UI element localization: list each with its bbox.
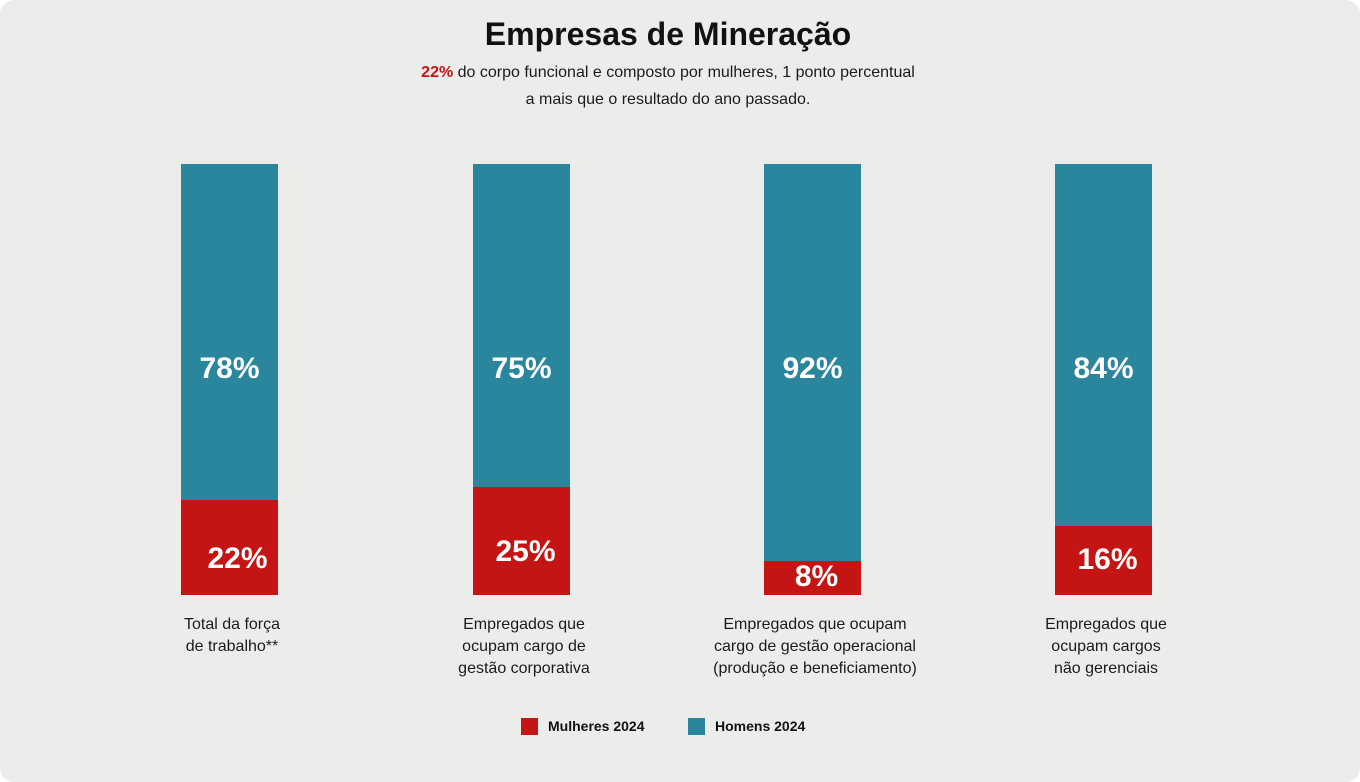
legend-label-mulheres: Mulheres 2024 — [548, 718, 645, 734]
data-label-mulheres: 16% — [1077, 542, 1138, 576]
bar-stack: 84% 16% — [1055, 164, 1152, 595]
bar-segment-homens — [764, 164, 861, 561]
legend-label-homens: Homens 2024 — [715, 718, 806, 734]
data-label-homens: 78% — [199, 352, 260, 385]
data-label-homens: 84% — [1073, 352, 1134, 385]
category-label: Empregados que ocupam cargo de gestão co… — [458, 616, 590, 677]
category-label: Total da força de trabalho** — [183, 616, 281, 655]
subtitle-highlight: 22% — [421, 64, 454, 81]
legend-swatch-homens — [688, 717, 705, 735]
legend-item-mulheres: Mulheres 2024 — [521, 716, 645, 736]
data-label-mulheres: 8% — [794, 560, 839, 593]
bar-segment-homens — [181, 164, 278, 500]
subtitle-text: do corpo funcional e composto por mulher… — [453, 64, 915, 108]
category-label: Empregados que ocupam cargos não gerenci… — [1045, 616, 1167, 677]
bar-segment-mulheres — [473, 487, 570, 595]
data-label-homens: 75% — [491, 352, 552, 385]
legend-swatch-mulheres — [521, 717, 538, 735]
data-label-mulheres: 25% — [495, 535, 556, 568]
category-label: Empregados que ocupam cargo de gestão op… — [713, 616, 917, 677]
bar-stack: 92% 8% — [764, 164, 861, 595]
bar-segment-homens — [473, 164, 570, 487]
chart-subtitle: 22% do corpo funcional e composto por mu… — [418, 59, 918, 113]
data-label-homens: 92% — [782, 352, 843, 385]
bar-stack: 75% 25% — [473, 164, 570, 595]
bar-stack: 78% 22% — [181, 164, 278, 595]
chart-title: Empresas de Mineração — [484, 16, 852, 52]
bar-segment-mulheres — [181, 500, 278, 595]
data-label-mulheres: 22% — [207, 541, 268, 575]
bar-segment-mulheres — [1055, 526, 1152, 595]
legend-item-homens: Homens 2024 — [688, 716, 805, 736]
bar-segment-homens — [1055, 164, 1152, 526]
bar-segment-mulheres — [764, 561, 861, 595]
